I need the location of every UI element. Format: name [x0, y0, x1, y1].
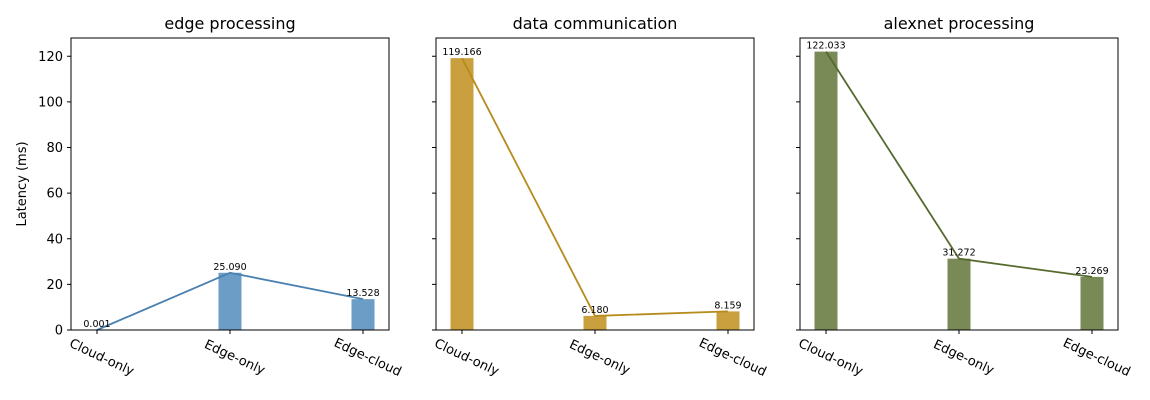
x-tick-label: Edge-only	[567, 337, 633, 378]
series-line	[825, 51, 1093, 278]
bar-edge-only	[947, 258, 971, 330]
x-tick-label: Edge-only	[202, 337, 268, 378]
data-label: 25.090	[213, 262, 246, 273]
data-label: 0.001	[83, 319, 110, 330]
chart-panels: edge processing 0.001 25.090 13.528 0 20 40 60 8…	[38, 14, 1132, 380]
data-label: 23.269	[1075, 266, 1108, 277]
bar-cloud-only	[450, 58, 474, 331]
data-label: 31.272	[942, 248, 975, 259]
x-tick-label: Edge-cloud	[1060, 336, 1132, 380]
chart-title: data communication	[513, 14, 678, 33]
y-tick-label: 100	[38, 95, 63, 110]
bar-edge-cloud	[716, 311, 740, 330]
data-label: 6.180	[581, 305, 608, 316]
y-tick-label: 40	[46, 232, 63, 247]
x-tick-label: Edge-cloud	[331, 336, 403, 380]
y-tick-label: 60	[46, 187, 63, 202]
chart-title: edge processing	[164, 14, 295, 33]
bar-edge-cloud	[1080, 276, 1104, 330]
chart-title: alexnet processing	[884, 14, 1035, 33]
x-tick-label: Edge-only	[931, 337, 997, 378]
data-label: 13.528	[346, 288, 379, 299]
y-tick-label: 120	[38, 50, 63, 65]
chart-panel-3: alexnet processing 122.033 31.272 23.269 Clo…	[796, 14, 1133, 380]
y-tick-label: 80	[46, 141, 63, 156]
chart-panel-2: data communication 119.166 6.180 8.159 Cloud…	[432, 14, 769, 380]
series-line	[96, 271, 364, 331]
y-tick-label: 20	[46, 278, 63, 293]
y-tick-label: 0	[55, 324, 63, 339]
bar-edge-cloud	[351, 299, 375, 330]
x-tick-label: Cloud-only	[432, 336, 502, 379]
data-label: 8.159	[714, 300, 741, 311]
bar-edge-only	[218, 272, 242, 330]
data-label: 122.033	[806, 41, 845, 52]
x-tick-label: Edge-cloud	[696, 336, 768, 380]
bar-cloud-only	[814, 51, 838, 331]
series-line	[461, 57, 729, 317]
y-axis-label: Latency (ms)	[15, 141, 30, 226]
data-label: 119.166	[442, 47, 481, 58]
axes-frame	[435, 37, 755, 331]
bar-edge-only	[583, 315, 607, 330]
chart-panel-1: edge processing 0.001 25.090 13.528 0 20 40 60 8…	[38, 14, 403, 380]
x-tick-label: Cloud-only	[67, 336, 137, 379]
x-tick-label: Cloud-only	[796, 336, 866, 379]
